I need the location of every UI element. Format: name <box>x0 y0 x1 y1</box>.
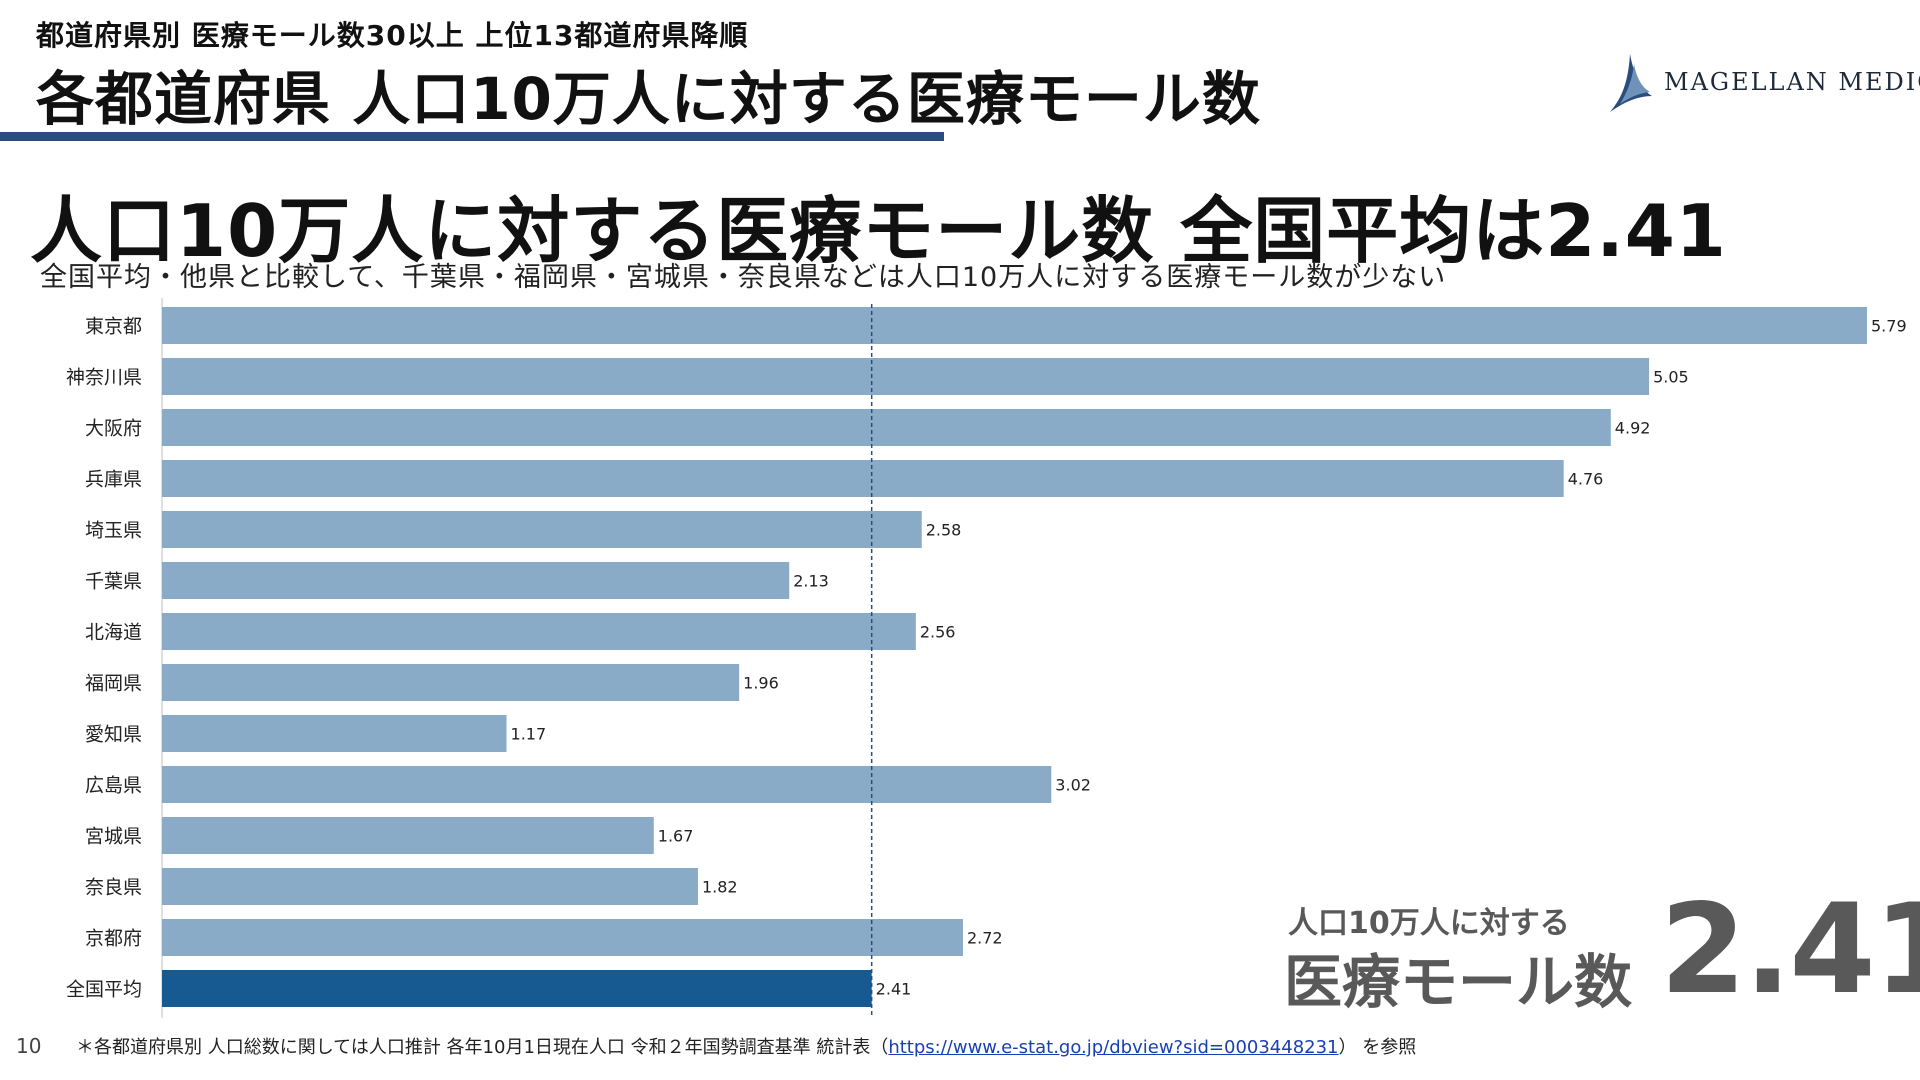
category-label: 愛知県 <box>85 724 142 746</box>
company-logo: MAGELLAN MEDICAL <box>1606 46 1920 116</box>
value-label: 1.82 <box>702 878 738 897</box>
value-label: 5.05 <box>1653 368 1689 387</box>
category-label: 兵庫県 <box>85 469 142 491</box>
callout-line1: 人口10万人に対する <box>1288 906 1570 941</box>
bar-7 <box>162 613 916 650</box>
value-label: 4.92 <box>1615 419 1651 438</box>
bar-chart: 東京都 5.79 神奈川県 5.05 大阪府 4.92 兵庫県 4.76 埼玉県 2.58 千葉県 2… <box>66 298 1907 1018</box>
header-subtitle: 都道府県別 医療モール数30以上 上位13都道府県降順 <box>36 19 749 52</box>
category-label: 大阪府 <box>85 418 142 440</box>
bar-6 <box>162 562 790 599</box>
value-label: 5.79 <box>1871 317 1907 336</box>
bar-1 <box>162 307 1867 344</box>
source-link[interactable]: https://www.e-stat.go.jp/dbview?sid=0003… <box>888 1037 1339 1058</box>
bar-13 <box>162 919 963 956</box>
value-label: 2.56 <box>920 623 956 642</box>
bar-9 <box>162 715 507 752</box>
footnote-prefix: ＊各都道府県別 人口総数に関しては人口推計 各年10月1日現在人口 令和２年国勢… <box>76 1037 889 1058</box>
ship-sail-icon <box>1610 54 1652 112</box>
value-label: 2.13 <box>793 572 829 591</box>
description: 全国平均・他県と比較して、千葉県・福岡県・宮城県・奈良県などは人口10万人に対す… <box>40 262 1447 293</box>
logo-wordmark: MAGELLAN MEDICAL <box>1664 68 1920 96</box>
category-label: 千葉県 <box>85 571 142 593</box>
value-label: 2.72 <box>967 929 1003 948</box>
page-number: 10 <box>16 1034 42 1058</box>
category-label: 宮城県 <box>85 826 142 848</box>
footnote: ＊各都道府県別 人口総数に関しては人口推計 各年10月1日現在人口 令和２年国勢… <box>76 1033 1416 1059</box>
value-label: 1.67 <box>658 827 694 846</box>
value-label: 4.76 <box>1568 470 1604 489</box>
bar-12 <box>162 868 698 905</box>
footnote-suffix: ） を参照 <box>1338 1037 1417 1058</box>
value-label: 3.02 <box>1055 776 1091 795</box>
headline: 人口10万人に対する医療モール数 全国平均は2.41 <box>30 189 1727 273</box>
value-label: 1.17 <box>511 725 547 744</box>
category-label: 神奈川県 <box>66 367 142 389</box>
bar-11 <box>162 817 654 854</box>
category-label: 福岡県 <box>85 673 142 695</box>
callout-line2: 医療モール数 <box>1284 948 1633 1016</box>
average-bar <box>162 970 872 1007</box>
category-label: 全国平均 <box>66 979 142 1001</box>
category-label: 奈良県 <box>85 877 142 899</box>
bar-5 <box>162 511 922 548</box>
bar-3 <box>162 409 1611 446</box>
bar-4 <box>162 460 1564 497</box>
category-label: 広島県 <box>85 775 142 797</box>
value-label: 2.41 <box>876 980 912 999</box>
bar-10 <box>162 766 1052 803</box>
value-label: 1.96 <box>743 674 779 693</box>
page-title: 各都道府県 人口10万人に対する医療モール数 <box>36 65 1261 133</box>
category-label: 埼玉県 <box>85 520 142 542</box>
title-underline <box>0 132 944 141</box>
category-label: 北海道 <box>85 622 142 644</box>
category-label: 京都府 <box>85 928 142 950</box>
bar-2 <box>162 358 1650 395</box>
bar-8 <box>162 664 740 701</box>
category-label: 東京都 <box>85 316 142 338</box>
callout-value: 2.41 <box>1660 878 1920 1022</box>
value-label: 2.58 <box>926 521 962 540</box>
